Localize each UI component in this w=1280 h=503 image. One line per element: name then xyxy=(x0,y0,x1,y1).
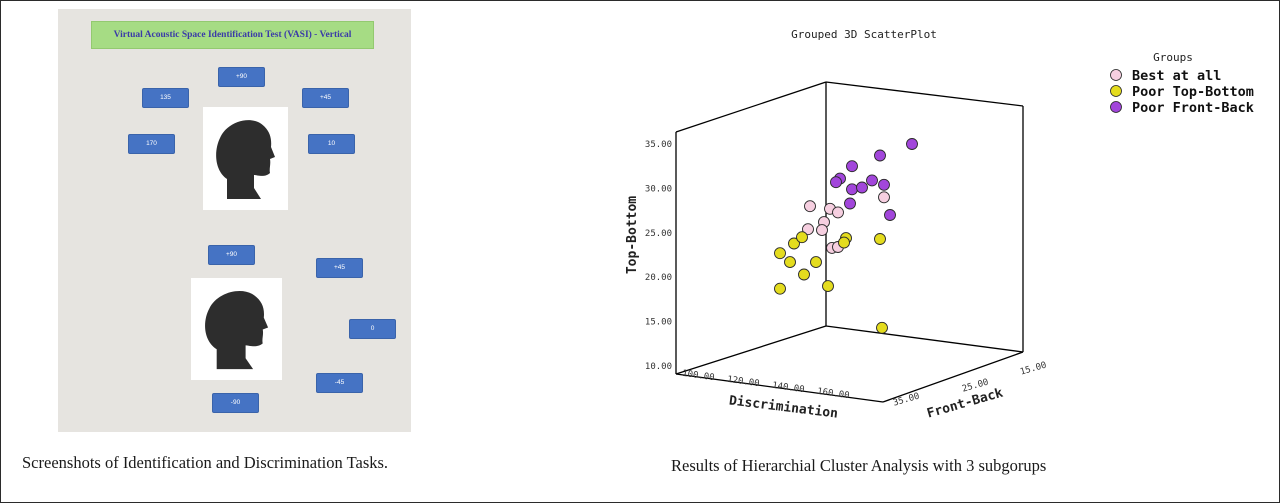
scatter-point xyxy=(838,236,850,249)
legend-label-best-at-all: Best at all xyxy=(1132,68,1221,84)
z-tick-label: 35.00 xyxy=(892,392,921,409)
legend-label-poor-top-bottom: Poor Top-Bottom xyxy=(1132,84,1254,100)
y-tick-label: 25.00 xyxy=(645,229,672,239)
legend-label-poor-front-back: Poor Front-Back xyxy=(1132,100,1254,116)
head-silhouette-icon xyxy=(205,290,269,370)
angle-button-plus45-discrimination[interactable]: +45 xyxy=(316,258,363,278)
scatter-point xyxy=(822,280,834,293)
scatter-point xyxy=(846,160,858,173)
angle-button-0-discrimination[interactable]: 0 xyxy=(349,319,396,339)
legend: Groups Best at all Poor Top-Bottom Poor … xyxy=(1110,51,1254,116)
scatter-point xyxy=(774,247,786,260)
x-tick-label: 100.00 xyxy=(681,369,715,383)
scatter-point xyxy=(802,223,814,236)
scatter-point xyxy=(796,231,808,244)
right-caption: Results of Hierarchial Cluster Analysis … xyxy=(671,456,1047,475)
legend-marker-best-at-all xyxy=(1110,69,1122,81)
x-axis-ticks: 100.00 120.00 140.00 160.00 xyxy=(681,369,850,401)
scatter-point xyxy=(878,191,890,204)
z-tick-label: 15.00 xyxy=(1019,361,1048,378)
scatter-point xyxy=(906,138,918,150)
scatter-point xyxy=(798,268,810,281)
scatter-point xyxy=(866,174,878,187)
scatter-point xyxy=(804,200,816,213)
left-caption: Screenshots of Identification and Discri… xyxy=(22,453,389,472)
y-tick-label: 15.00 xyxy=(645,318,672,328)
angle-button-minus45-discrimination[interactable]: -45 xyxy=(316,373,363,393)
scatter-point xyxy=(774,282,786,295)
head-image-card-discrimination xyxy=(191,278,282,380)
y-axis-ticks: 10.00 15.00 20.00 25.00 30.00 35.00 xyxy=(645,140,672,372)
legend-marker-poor-front-back xyxy=(1110,101,1122,113)
scatter-point xyxy=(788,237,800,250)
angle-button-135[interactable]: 135 xyxy=(142,88,189,108)
scatter-points xyxy=(774,138,918,334)
angle-button-minus90-discrimination[interactable]: -90 xyxy=(212,393,259,413)
scatter-point xyxy=(810,256,822,269)
chart-title: Grouped 3D ScatterPlot xyxy=(791,28,937,41)
scatter-point xyxy=(878,178,890,191)
scatter-point xyxy=(784,256,796,269)
scatter-point xyxy=(844,197,856,210)
y-tick-label: 35.00 xyxy=(645,140,672,150)
scatter-point xyxy=(830,176,842,189)
scatter-point xyxy=(856,181,868,194)
grouped-3d-scatter-chart: 10.00 15.00 20.00 25.00 30.00 35.00 100.00 120… xyxy=(625,28,1254,422)
angle-button-plus90-discrimination[interactable]: +90 xyxy=(208,245,255,265)
x-tick-label: 120.00 xyxy=(726,375,760,389)
y-tick-label: 10.00 xyxy=(645,362,672,372)
scatter-point xyxy=(874,233,886,245)
scatter-point xyxy=(876,321,888,334)
scatter-point xyxy=(816,224,828,237)
head-image-card xyxy=(203,107,288,210)
x-axis-label: Discrimination xyxy=(728,393,839,421)
y-tick-label: 20.00 xyxy=(645,273,672,283)
legend-marker-poor-top-bottom xyxy=(1110,85,1122,97)
scatter-point xyxy=(884,209,896,221)
y-axis-label: Top-Bottom xyxy=(625,196,640,274)
angle-button-plus45[interactable]: +45 xyxy=(302,88,349,108)
x-tick-label: 140.00 xyxy=(771,381,805,395)
x-tick-label: 160.00 xyxy=(816,387,850,401)
vasi-title-banner: Virtual Acoustic Space Identification Te… xyxy=(91,21,374,49)
scatter-point xyxy=(874,149,886,162)
angle-button-170[interactable]: 170 xyxy=(128,134,175,154)
legend-title: Groups xyxy=(1153,51,1193,64)
scatter-point xyxy=(832,206,844,219)
scatter-point xyxy=(846,183,858,196)
head-silhouette-icon xyxy=(216,120,275,199)
angle-button-10[interactable]: 10 xyxy=(308,134,355,154)
y-tick-label: 30.00 xyxy=(645,184,672,194)
angle-button-plus90[interactable]: +90 xyxy=(218,67,265,87)
